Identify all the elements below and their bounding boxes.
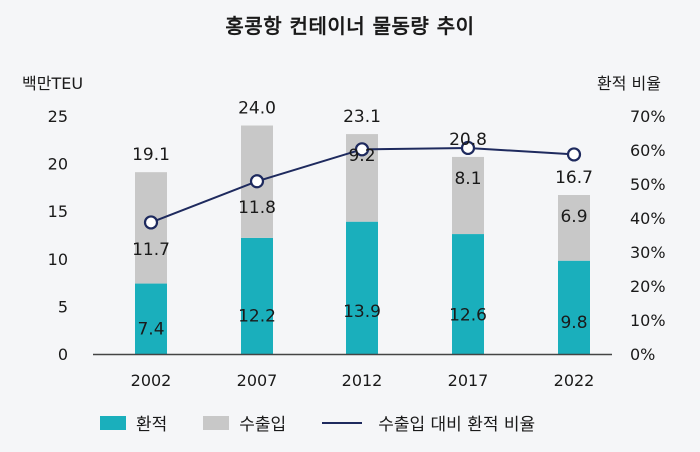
- bar-import-export-2022: [558, 195, 590, 261]
- y-tick-label-5: 5: [58, 297, 68, 316]
- bar-transshipment-2012: [346, 221, 378, 354]
- legend-label-import-export: 수출입: [239, 415, 287, 435]
- right-axis-title: 환적 비율: [597, 74, 661, 93]
- ratio-point-2007: [249, 174, 265, 189]
- x-tick-label-2007: 2007: [237, 371, 278, 390]
- legend-label-ratio: 수출입 대비 환적 비율: [378, 415, 536, 435]
- ratio-point-2002: [143, 215, 159, 230]
- y2-tick-label-40pct: 40%: [630, 209, 666, 228]
- ratio-point-2017: [460, 140, 476, 156]
- data-label-total-2012: 23.1: [343, 107, 381, 127]
- legend-item-transshipment: 환적: [100, 410, 167, 435]
- data-label-transshipment-2017: 12.6: [449, 305, 487, 325]
- ratio-point-2022: [566, 147, 582, 162]
- y-tick-label-0: 0: [58, 345, 68, 364]
- bar-import-export-2017: [452, 156, 484, 235]
- data-label-transshipment-2012: 13.9: [343, 302, 381, 322]
- data-label-import-export-2012: 9.2: [348, 146, 375, 166]
- bar-transshipment-2022: [558, 260, 590, 354]
- bar-transshipment-2007: [241, 237, 273, 354]
- y-tick-label-25: 25: [48, 107, 68, 126]
- legend-item-import-export: 수출입: [203, 410, 286, 435]
- data-label-import-export-2002: 11.7: [132, 240, 170, 260]
- ratio-point-2012: [354, 142, 370, 157]
- legend-item-ratio: 수출입 대비 환적 비율: [322, 410, 535, 435]
- legend-line-ratio: [322, 421, 363, 424]
- data-label-import-export-2007: 11.8: [238, 198, 276, 218]
- bar-transshipment-2017: [452, 234, 484, 354]
- bar-transshipment-2002: [135, 283, 167, 354]
- y2-tick-label-10pct: 10%: [630, 311, 666, 330]
- chart-title: 홍콩항 컨테이너 물동량 추이: [225, 14, 475, 38]
- y2-tick-label-70pct: 70%: [630, 107, 666, 126]
- y2-tick-label-60pct: 60%: [630, 141, 666, 160]
- x-tick-label-2022: 2022: [554, 371, 595, 390]
- y2-tick-label-20pct: 20%: [630, 277, 666, 296]
- y-tick-label-15: 15: [48, 202, 68, 221]
- legend-label-transshipment: 환적: [136, 415, 168, 435]
- legend-swatch-import-export: [203, 415, 230, 430]
- legend-swatch-transshipment: [100, 415, 126, 430]
- data-label-transshipment-2002: 7.4: [137, 319, 164, 339]
- data-label-transshipment-2022: 9.8: [560, 313, 587, 333]
- x-tick-label-2012: 2012: [342, 371, 383, 390]
- y-tick-label-10: 10: [48, 250, 68, 269]
- data-label-total-2022: 16.7: [555, 168, 593, 188]
- legend: 환적 수출입 수출입 대비 환적 비율: [100, 410, 571, 435]
- data-label-import-export-2017: 8.1: [454, 169, 481, 189]
- y-tick-label-20: 20: [48, 155, 68, 174]
- data-label-total-2007: 24.0: [238, 99, 276, 119]
- x-tick-label-2017: 2017: [448, 371, 489, 390]
- x-tick-label-2002: 2002: [131, 371, 172, 390]
- data-label-total-2017: 20.8: [449, 130, 487, 150]
- data-label-transshipment-2007: 12.2: [238, 306, 276, 326]
- y2-tick-label-50pct: 50%: [630, 175, 666, 194]
- left-axis-title: 백만TEU: [22, 74, 84, 93]
- data-label-import-export-2022: 6.9: [560, 207, 587, 227]
- y2-tick-label-30pct: 30%: [630, 243, 666, 262]
- y2-tick-label-0pct: 0%: [630, 345, 655, 364]
- data-label-total-2002: 19.1: [132, 145, 170, 165]
